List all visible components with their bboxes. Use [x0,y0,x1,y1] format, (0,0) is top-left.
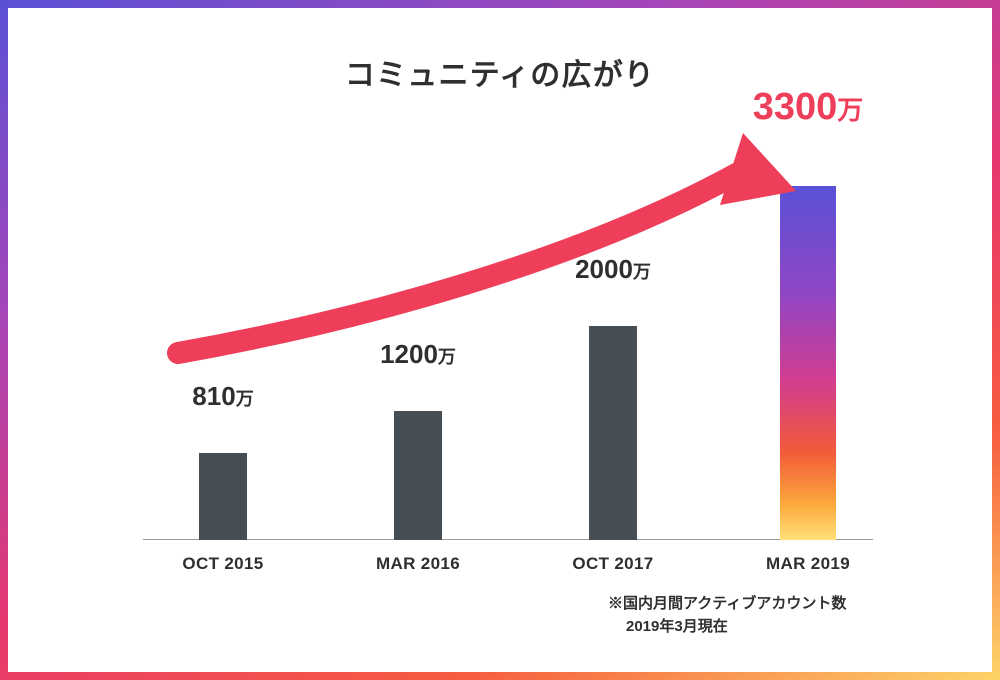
bar-oct-2017 [589,326,637,540]
x-axis-baseline [143,539,873,540]
bar-mar-2016 [394,411,442,540]
bar-value-oct-2017: 2000 [575,254,633,284]
bar-label-mar-2016: 1200万 [380,339,456,370]
footnote-line-2: 2019年3月現在 [608,615,846,638]
xlabel-mar-2016: MAR 2016 [376,554,460,574]
bar-mar-2019 [780,186,836,540]
bar-value-mar-2019: 3300 [753,86,838,128]
bar-label-oct-2015: 810万 [192,381,253,412]
chart-canvas: コミュニティの広がり 810万OCT 20151200万MAR 20162000… [8,8,992,672]
bar-oct-2015 [199,453,247,540]
bar-unit-oct-2015: 万 [236,389,254,409]
bar-unit-mar-2019: 万 [837,95,863,125]
footnote: ※国内月間アクティブアカウント数 2019年3月現在 [608,592,846,639]
bar-chart: 810万OCT 20151200万MAR 20162000万OCT 201733… [143,126,873,540]
bar-unit-oct-2017: 万 [633,262,651,282]
bar-label-mar-2019: 3300万 [753,86,864,129]
footnote-line-1: ※国内月間アクティブアカウント数 [608,592,846,615]
bar-unit-mar-2016: 万 [438,347,456,367]
bar-value-mar-2016: 1200 [380,339,438,369]
xlabel-oct-2017: OCT 2017 [572,554,653,574]
xlabel-oct-2015: OCT 2015 [182,554,263,574]
xlabel-mar-2019: MAR 2019 [766,554,850,574]
bar-label-oct-2017: 2000万 [575,254,651,285]
bar-value-oct-2015: 810 [192,381,235,411]
